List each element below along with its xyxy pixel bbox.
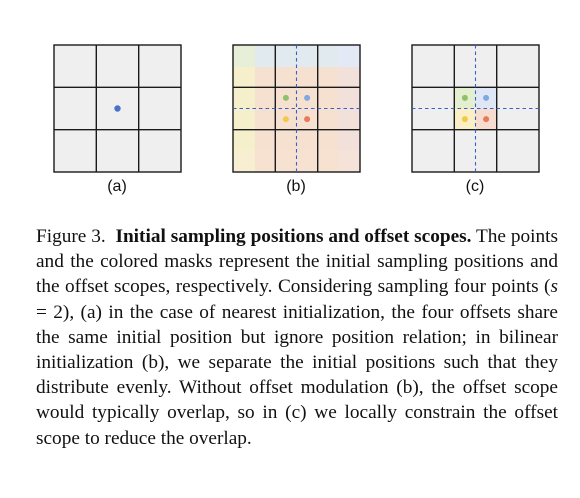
sampling-point-green — [282, 94, 289, 101]
sampling-point-yellow — [282, 116, 289, 123]
caption-math-variable: s — [550, 276, 558, 298]
caption-body: The points and the colored masks represe… — [36, 226, 559, 298]
sampling-point-blue — [483, 94, 490, 101]
caption-body-continued: = 2), (a) in the case of nearest initial… — [36, 301, 558, 449]
sampling-point-yellow — [461, 116, 468, 123]
panel-a-label: (a) — [107, 178, 127, 195]
figure-caption: Figure 3. Initial sampling positions and… — [36, 224, 558, 451]
figure-3-diagram — [53, 44, 540, 173]
panel-c-label: (c) — [465, 178, 485, 195]
sampling-point-blue — [304, 94, 311, 101]
panel-a-grid — [53, 44, 182, 173]
caption-prefix: Figure 3. — [36, 226, 106, 247]
sampling-point-green — [461, 94, 468, 101]
panel-c-grid — [411, 44, 540, 173]
initial-sampling-point — [114, 105, 121, 112]
sampling-point-red — [483, 116, 490, 123]
sampling-point-red — [304, 116, 311, 123]
panel-b-grid — [232, 44, 361, 173]
caption-title: Initial sampling positions and offset sc… — [115, 226, 472, 247]
panel-b-label: (b) — [286, 178, 306, 195]
